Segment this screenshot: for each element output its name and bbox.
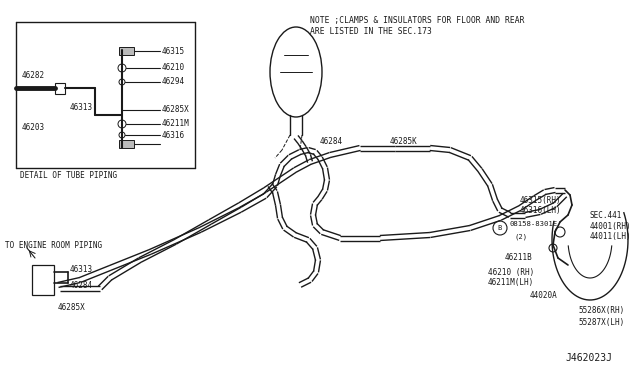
Circle shape	[549, 244, 557, 252]
Circle shape	[493, 221, 507, 235]
Text: 08158-8301E: 08158-8301E	[510, 221, 558, 227]
Text: 46285K: 46285K	[390, 138, 418, 147]
Circle shape	[119, 132, 125, 138]
Text: 46313: 46313	[70, 266, 93, 275]
Text: 46316: 46316	[162, 131, 185, 140]
Text: NOTE ;CLAMPS & INSULATORS FOR FLOOR AND REAR: NOTE ;CLAMPS & INSULATORS FOR FLOOR AND …	[310, 16, 525, 25]
Circle shape	[118, 64, 126, 72]
Circle shape	[118, 120, 126, 128]
Text: 46210: 46210	[162, 64, 185, 73]
Text: (2): (2)	[515, 234, 528, 240]
Text: 55286X(RH): 55286X(RH)	[578, 305, 624, 314]
Text: 46294: 46294	[162, 77, 185, 87]
Circle shape	[119, 79, 125, 85]
Text: 46285X: 46285X	[162, 106, 189, 115]
Text: 46285X: 46285X	[58, 304, 86, 312]
Text: 44001(RH): 44001(RH)	[590, 221, 632, 231]
Text: 46211M(LH): 46211M(LH)	[488, 279, 534, 288]
Text: 46282: 46282	[22, 71, 45, 80]
Bar	[55, 83, 65, 94]
Text: SEC.441: SEC.441	[590, 211, 622, 219]
Bar	[119, 140, 134, 148]
Text: 46313: 46313	[70, 103, 93, 112]
Text: 46315: 46315	[162, 46, 185, 55]
Text: 46284: 46284	[320, 138, 343, 147]
Text: 55287X(LH): 55287X(LH)	[578, 317, 624, 327]
Bar	[119, 47, 134, 55]
Circle shape	[555, 227, 565, 237]
Bar	[32, 265, 54, 295]
Text: 46203: 46203	[22, 124, 45, 132]
Text: 46210 (RH): 46210 (RH)	[488, 267, 534, 276]
Text: B: B	[498, 225, 502, 231]
Text: ARE LISTED IN THE SEC.173: ARE LISTED IN THE SEC.173	[310, 28, 432, 36]
Text: DETAIL OF TUBE PIPING: DETAIL OF TUBE PIPING	[20, 170, 117, 180]
Text: 46211M: 46211M	[162, 119, 189, 128]
Text: TO ENGINE ROOM PIPING: TO ENGINE ROOM PIPING	[5, 241, 102, 250]
Text: 46316(LH): 46316(LH)	[520, 205, 562, 215]
Text: 46315(RH): 46315(RH)	[520, 196, 562, 205]
Text: J462023J: J462023J	[565, 353, 612, 363]
Text: 44011(LH): 44011(LH)	[590, 232, 632, 241]
Text: 46284: 46284	[70, 280, 93, 289]
Text: 46211B: 46211B	[505, 253, 532, 263]
Text: 44020A: 44020A	[530, 291, 557, 299]
